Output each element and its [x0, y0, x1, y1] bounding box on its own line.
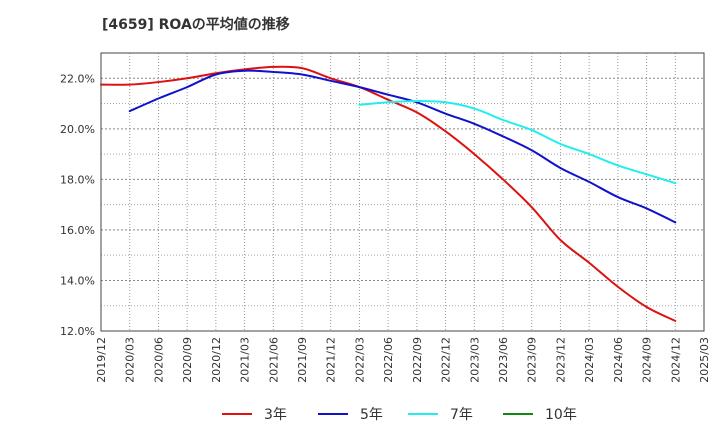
grid-layer [101, 52, 704, 332]
y-tick-label: 12.0% [60, 325, 95, 338]
x-tick-label: 2021/03 [239, 337, 252, 383]
series-line-2 [128, 69, 677, 224]
series-line-3 [358, 100, 677, 185]
legend: 3年 5年 7年 10年 [222, 407, 577, 423]
x-tick-label: 2021/09 [296, 337, 309, 383]
x-tick-label: 2020/12 [210, 337, 223, 383]
x-tick-label: 2021/12 [325, 337, 338, 383]
x-tick-label: 2021/06 [267, 337, 280, 383]
chart-title: [4659] ROAの平均値の推移 [102, 17, 290, 33]
y-tick-label: 16.0% [60, 224, 95, 237]
x-tick-label: 2020/03 [124, 337, 137, 383]
x-tick-label: 2022/09 [411, 337, 424, 383]
x-tick-label: 2024/06 [612, 337, 625, 383]
x-tick-label: 2022/12 [440, 337, 453, 383]
series-line-1 [100, 65, 677, 322]
y-axis-ticks: 12.0% 14.0% 16.0% 18.0% 20.0% 22.0% [60, 72, 95, 338]
legend-label-3: 7年 [450, 407, 473, 423]
x-tick-label: 2020/06 [152, 337, 165, 383]
x-tick-label: 2025/03 [698, 337, 711, 383]
y-tick-label: 14.0% [60, 274, 95, 287]
plot-frame [100, 52, 705, 332]
x-tick-label: 2023/03 [468, 337, 481, 383]
y-tick-label: 18.0% [60, 173, 95, 186]
x-tick-label: 2024/03 [583, 337, 596, 383]
x-tick-label: 2020/09 [181, 337, 194, 383]
legend-label-1: 3年 [264, 407, 287, 423]
series-layer [100, 65, 677, 322]
x-tick-label: 2022/03 [353, 337, 366, 383]
x-tick-label: 2022/06 [382, 337, 395, 383]
x-tick-label: 2023/09 [526, 337, 539, 383]
x-axis-ticks: 2019/12 2020/03 2020/06 2020/09 2020/12 2021/… [95, 337, 711, 383]
x-tick-label: 2024/12 [669, 337, 682, 383]
x-tick-label: 2023/12 [554, 337, 567, 383]
y-tick-label: 22.0% [60, 72, 95, 85]
x-tick-label: 2023/06 [497, 337, 510, 383]
x-tick-label: 2024/09 [641, 337, 654, 383]
y-tick-label: 20.0% [60, 123, 95, 136]
x-tick-label: 2019/12 [95, 337, 108, 383]
legend-label-4: 10年 [545, 407, 577, 423]
legend-label-2: 5年 [360, 407, 383, 423]
